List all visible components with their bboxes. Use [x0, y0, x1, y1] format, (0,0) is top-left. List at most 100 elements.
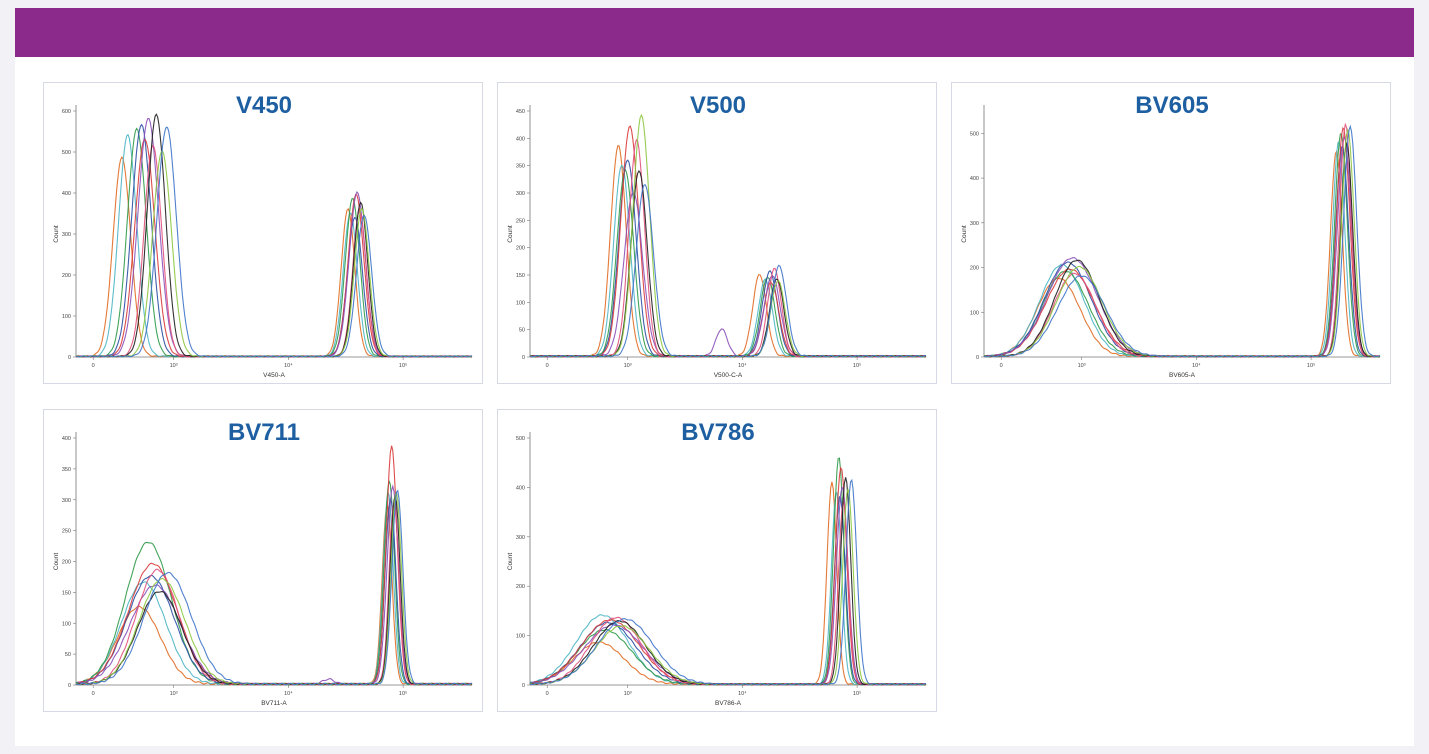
y-tick-label: 300 — [516, 535, 525, 541]
y-tick-label: 100 — [62, 314, 71, 320]
x-tick-label: 0 — [546, 363, 549, 369]
y-tick-label: 50 — [519, 328, 525, 334]
y-tick-label: 200 — [516, 246, 525, 252]
histogram-panel-bv711: 0 50 100 150 200 250 300 350 400 0 10³ 10⁴ 10⁵ BV711-… — [43, 409, 483, 712]
y-tick-label: 450 — [516, 109, 525, 115]
series-line — [529, 495, 926, 686]
histogram-panel-v500: 0 50 100 150 200 250 300 350 400 450 0 10³ 10⁴ 10⁵ V50… — [497, 82, 937, 384]
header-banner — [15, 8, 1414, 57]
series-line — [75, 490, 473, 686]
y-tick-label: 300 — [970, 221, 979, 227]
series-line — [529, 192, 927, 358]
series-line — [529, 125, 927, 358]
x-axis-label: V500-C-A — [714, 372, 743, 379]
y-axis-label: Count — [507, 225, 514, 243]
x-tick-label: 10⁵ — [853, 362, 861, 369]
series-line — [529, 183, 927, 358]
series-line — [529, 501, 927, 686]
y-tick-label: 250 — [62, 529, 71, 535]
series-line — [529, 138, 927, 358]
y-axis-label: Count — [961, 225, 968, 243]
y-tick-label: 250 — [516, 218, 525, 224]
x-tick-label: 10⁴ — [738, 362, 747, 369]
y-tick-label: 200 — [62, 560, 71, 566]
y-axis-label: Count — [507, 553, 514, 571]
x-tick-label: 10³ — [170, 363, 178, 369]
y-tick-label: 50 — [65, 652, 71, 658]
x-axis-label: BV786-A — [715, 700, 742, 707]
series-line — [983, 135, 1381, 358]
x-tick-label: 10⁵ — [399, 690, 407, 697]
y-tick-label: 350 — [62, 467, 71, 473]
series-line — [529, 169, 927, 358]
y-tick-label: 100 — [970, 310, 979, 316]
series-line — [76, 445, 473, 686]
y-tick-label: 0 — [522, 683, 525, 689]
series-line — [75, 126, 473, 358]
y-tick-label: 100 — [516, 634, 525, 640]
y-tick-label: 500 — [516, 436, 525, 442]
y-tick-label: 400 — [62, 436, 71, 442]
series-line — [75, 489, 473, 686]
y-tick-label: 400 — [970, 176, 979, 182]
series-line — [529, 477, 927, 686]
y-tick-label: 0 — [976, 355, 979, 361]
series-line — [983, 133, 1381, 358]
histogram-v450: 0 100 200 300 400 500 600 0 10³ 10⁴ 10⁵ V450-A Count… — [53, 92, 473, 379]
y-tick-label: 100 — [516, 300, 525, 306]
x-tick-label: 10⁴ — [1192, 362, 1201, 369]
series-line — [75, 118, 473, 358]
panel-title: BV605 — [1135, 92, 1208, 119]
x-tick-label: 0 — [1000, 363, 1003, 369]
y-tick-label: 500 — [970, 131, 979, 137]
series-line — [529, 113, 927, 358]
x-axis-label: BV605-A — [1169, 372, 1196, 379]
x-axis-label: BV711-A — [261, 700, 287, 707]
x-axis-label: V450-A — [263, 372, 285, 379]
y-tick-label: 400 — [62, 191, 71, 197]
x-tick-label: 0 — [92, 691, 95, 697]
x-tick-label: 0 — [92, 363, 95, 369]
y-tick-label: 500 — [62, 150, 71, 156]
x-tick-label: 10⁴ — [738, 690, 747, 697]
y-tick-label: 400 — [516, 485, 525, 491]
x-tick-label: 10⁴ — [284, 690, 293, 697]
panel-title: V500 — [690, 92, 746, 119]
y-tick-label: 150 — [516, 273, 525, 279]
series-line — [529, 478, 927, 686]
x-tick-label: 10³ — [1078, 363, 1086, 369]
y-tick-label: 0 — [522, 355, 525, 361]
y-tick-label: 300 — [516, 191, 525, 197]
panel-title: V450 — [236, 92, 292, 119]
series-line — [983, 128, 1381, 358]
series-line — [984, 126, 1381, 358]
x-tick-label: 10⁴ — [284, 362, 293, 369]
y-tick-label: 200 — [62, 273, 71, 279]
series-line — [530, 164, 927, 358]
y-axis-label: Count — [53, 553, 60, 571]
series-line — [75, 113, 473, 358]
series-line — [983, 122, 1380, 358]
series-line — [75, 502, 473, 686]
histogram-bv711: 0 50 100 150 200 250 300 350 400 0 10³ 10⁴ 10⁵ BV711-… — [53, 419, 473, 707]
histogram-panel-bv605: 0 100 200 300 400 500 0 10³ 10⁴ 10⁵ BV605-A Count BV… — [951, 82, 1391, 384]
y-tick-label: 200 — [516, 584, 525, 590]
y-tick-label: 100 — [62, 621, 71, 627]
panel-title: BV786 — [681, 419, 754, 446]
histogram-bv605: 0 100 200 300 400 500 0 10³ 10⁴ 10⁵ BV605-A Count BV… — [961, 92, 1381, 379]
histogram-panel-bv786: 0 100 200 300 400 500 0 10³ 10⁴ 10⁵ BV786-A Count BV… — [497, 409, 937, 712]
y-tick-label: 0 — [68, 683, 71, 689]
figure-frame: 0 100 200 300 400 500 600 0 10³ 10⁴ 10⁵ V450-A Count… — [15, 8, 1414, 746]
x-tick-label: 10³ — [624, 363, 632, 369]
x-tick-label: 10³ — [624, 691, 632, 697]
series-line — [529, 168, 927, 358]
y-tick-label: 600 — [62, 109, 71, 115]
x-tick-label: 10⁵ — [399, 362, 407, 369]
series-line — [529, 159, 926, 358]
series-line — [75, 484, 473, 686]
series-line — [529, 144, 927, 358]
x-tick-label: 10⁵ — [1307, 362, 1315, 369]
y-tick-label: 300 — [62, 232, 71, 238]
x-tick-label: 0 — [546, 691, 549, 697]
histogram-bv786: 0 100 200 300 400 500 0 10³ 10⁴ 10⁵ BV786-A Count BV… — [507, 419, 927, 707]
